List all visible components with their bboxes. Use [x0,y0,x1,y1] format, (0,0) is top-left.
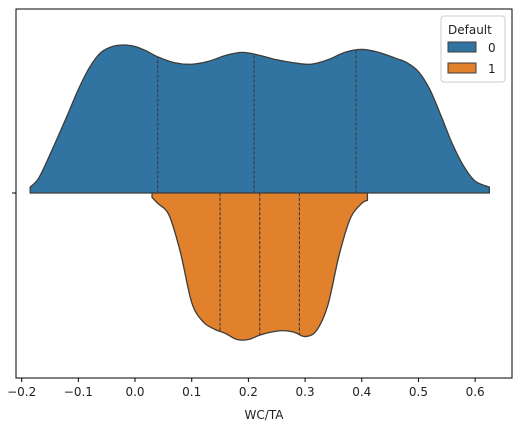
x-tick-label: 0.1 [182,385,201,399]
violin-half-0 [29,44,490,194]
x-tick-label: 0.3 [296,385,315,399]
x-tick-label: 0.6 [466,385,485,399]
x-tick-label: 0.2 [239,385,258,399]
x-tick-label: −0.2 [7,385,36,399]
legend-label-0: 0 [488,41,496,55]
x-tick-label: 0.0 [125,385,144,399]
x-tick-label: 0.4 [352,385,371,399]
legend-label-1: 1 [488,62,496,76]
legend-swatch-0 [447,41,477,53]
x-tick-label: −0.1 [64,385,93,399]
legend-title: Default [448,23,492,37]
x-axis-label: WC/TA [245,408,285,422]
legend-swatch-1 [447,62,477,74]
x-tick-label: 0.5 [409,385,428,399]
legend: Default 0 1 [440,15,506,83]
quartile-lines-group [157,50,357,336]
x-axis-ticks: −0.2 −0.1 0.0 0.1 0.2 0.3 0.4 0.5 0.6 [7,378,485,399]
